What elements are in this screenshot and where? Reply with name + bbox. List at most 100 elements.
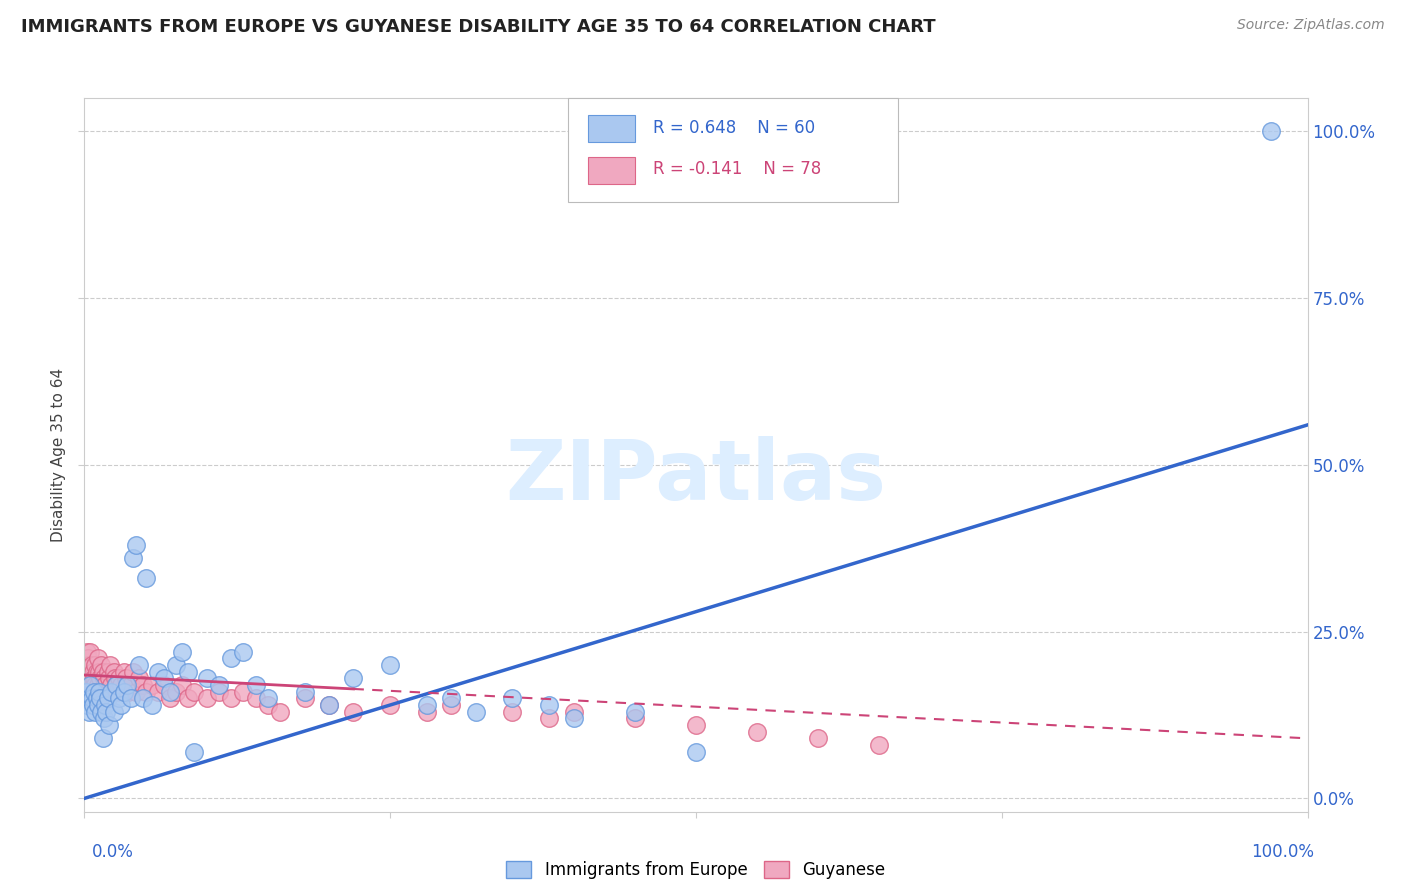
Point [112,665,135,679]
Point [93,711,115,725]
Point [90,705,112,719]
Point [97,671,120,685]
FancyBboxPatch shape [588,115,636,143]
Point [105,678,128,692]
Point [87,651,110,665]
Point [502,705,524,719]
Point [110,678,132,692]
Text: R = -0.141    N = 78: R = -0.141 N = 78 [654,161,821,178]
Point [82,665,104,679]
Point [82,678,104,692]
Point [538,711,561,725]
Point [90,658,112,673]
Point [105,684,128,698]
Point [94,678,117,692]
Point [77,678,100,692]
Point [159,684,181,698]
Point [464,705,486,719]
Point [76,698,98,712]
Point [96,684,118,698]
Point [1260,124,1282,138]
Point [97,718,120,732]
Point [120,691,142,706]
Point [91,665,114,679]
Point [83,684,105,698]
Point [122,665,145,679]
Point [135,684,157,698]
Point [232,684,254,698]
Point [416,698,439,712]
Point [380,698,402,712]
Point [440,691,463,706]
Point [91,731,114,746]
Text: Source: ZipAtlas.com: Source: ZipAtlas.com [1237,18,1385,32]
Point [177,691,200,706]
Point [101,684,124,698]
Point [342,671,364,685]
Point [77,705,100,719]
Point [172,678,194,692]
Point [80,684,103,698]
Point [128,671,150,685]
Point [195,691,218,706]
Point [84,705,107,719]
Text: ZIPatlas: ZIPatlas [506,436,886,516]
Point [100,678,122,692]
Point [195,671,218,685]
Point [380,658,402,673]
Point [132,691,155,706]
Point [125,538,148,552]
Point [624,711,647,725]
Point [79,645,101,659]
Point [82,698,104,712]
Point [87,684,110,698]
Point [562,711,585,725]
Point [132,678,155,692]
Point [107,691,129,706]
Point [89,671,111,685]
Point [807,731,830,746]
Point [77,691,100,706]
Point [97,691,120,706]
Point [869,738,891,752]
Point [87,665,110,679]
Point [103,665,125,679]
Point [83,691,105,706]
Point [89,691,111,706]
Point [86,691,108,706]
Point [75,684,97,698]
Point [87,684,110,698]
Point [122,551,145,566]
Point [117,684,139,698]
Point [153,678,176,692]
Point [165,684,187,698]
Point [177,665,200,679]
Point [685,745,707,759]
Point [538,698,561,712]
Point [172,645,194,659]
Point [86,665,108,679]
Point [146,684,169,698]
Point [153,671,176,685]
Point [112,684,135,698]
Point [183,745,205,759]
Point [110,698,132,712]
Point [562,705,585,719]
Point [141,698,163,712]
Text: R = 0.648    N = 60: R = 0.648 N = 60 [654,120,815,137]
Point [257,691,280,706]
Point [342,705,364,719]
Point [103,705,125,719]
Point [294,684,316,698]
Point [208,678,231,692]
Point [165,658,187,673]
Point [135,571,157,585]
Text: IMMIGRANTS FROM EUROPE VS GUYANESE DISABILITY AGE 35 TO 64 CORRELATION CHART: IMMIGRANTS FROM EUROPE VS GUYANESE DISAB… [21,18,936,36]
Point [96,705,118,719]
Point [747,724,769,739]
FancyBboxPatch shape [588,157,636,184]
Point [105,678,128,692]
Point [75,658,97,673]
Point [159,691,181,706]
Text: 100.0%: 100.0% [1251,843,1315,861]
